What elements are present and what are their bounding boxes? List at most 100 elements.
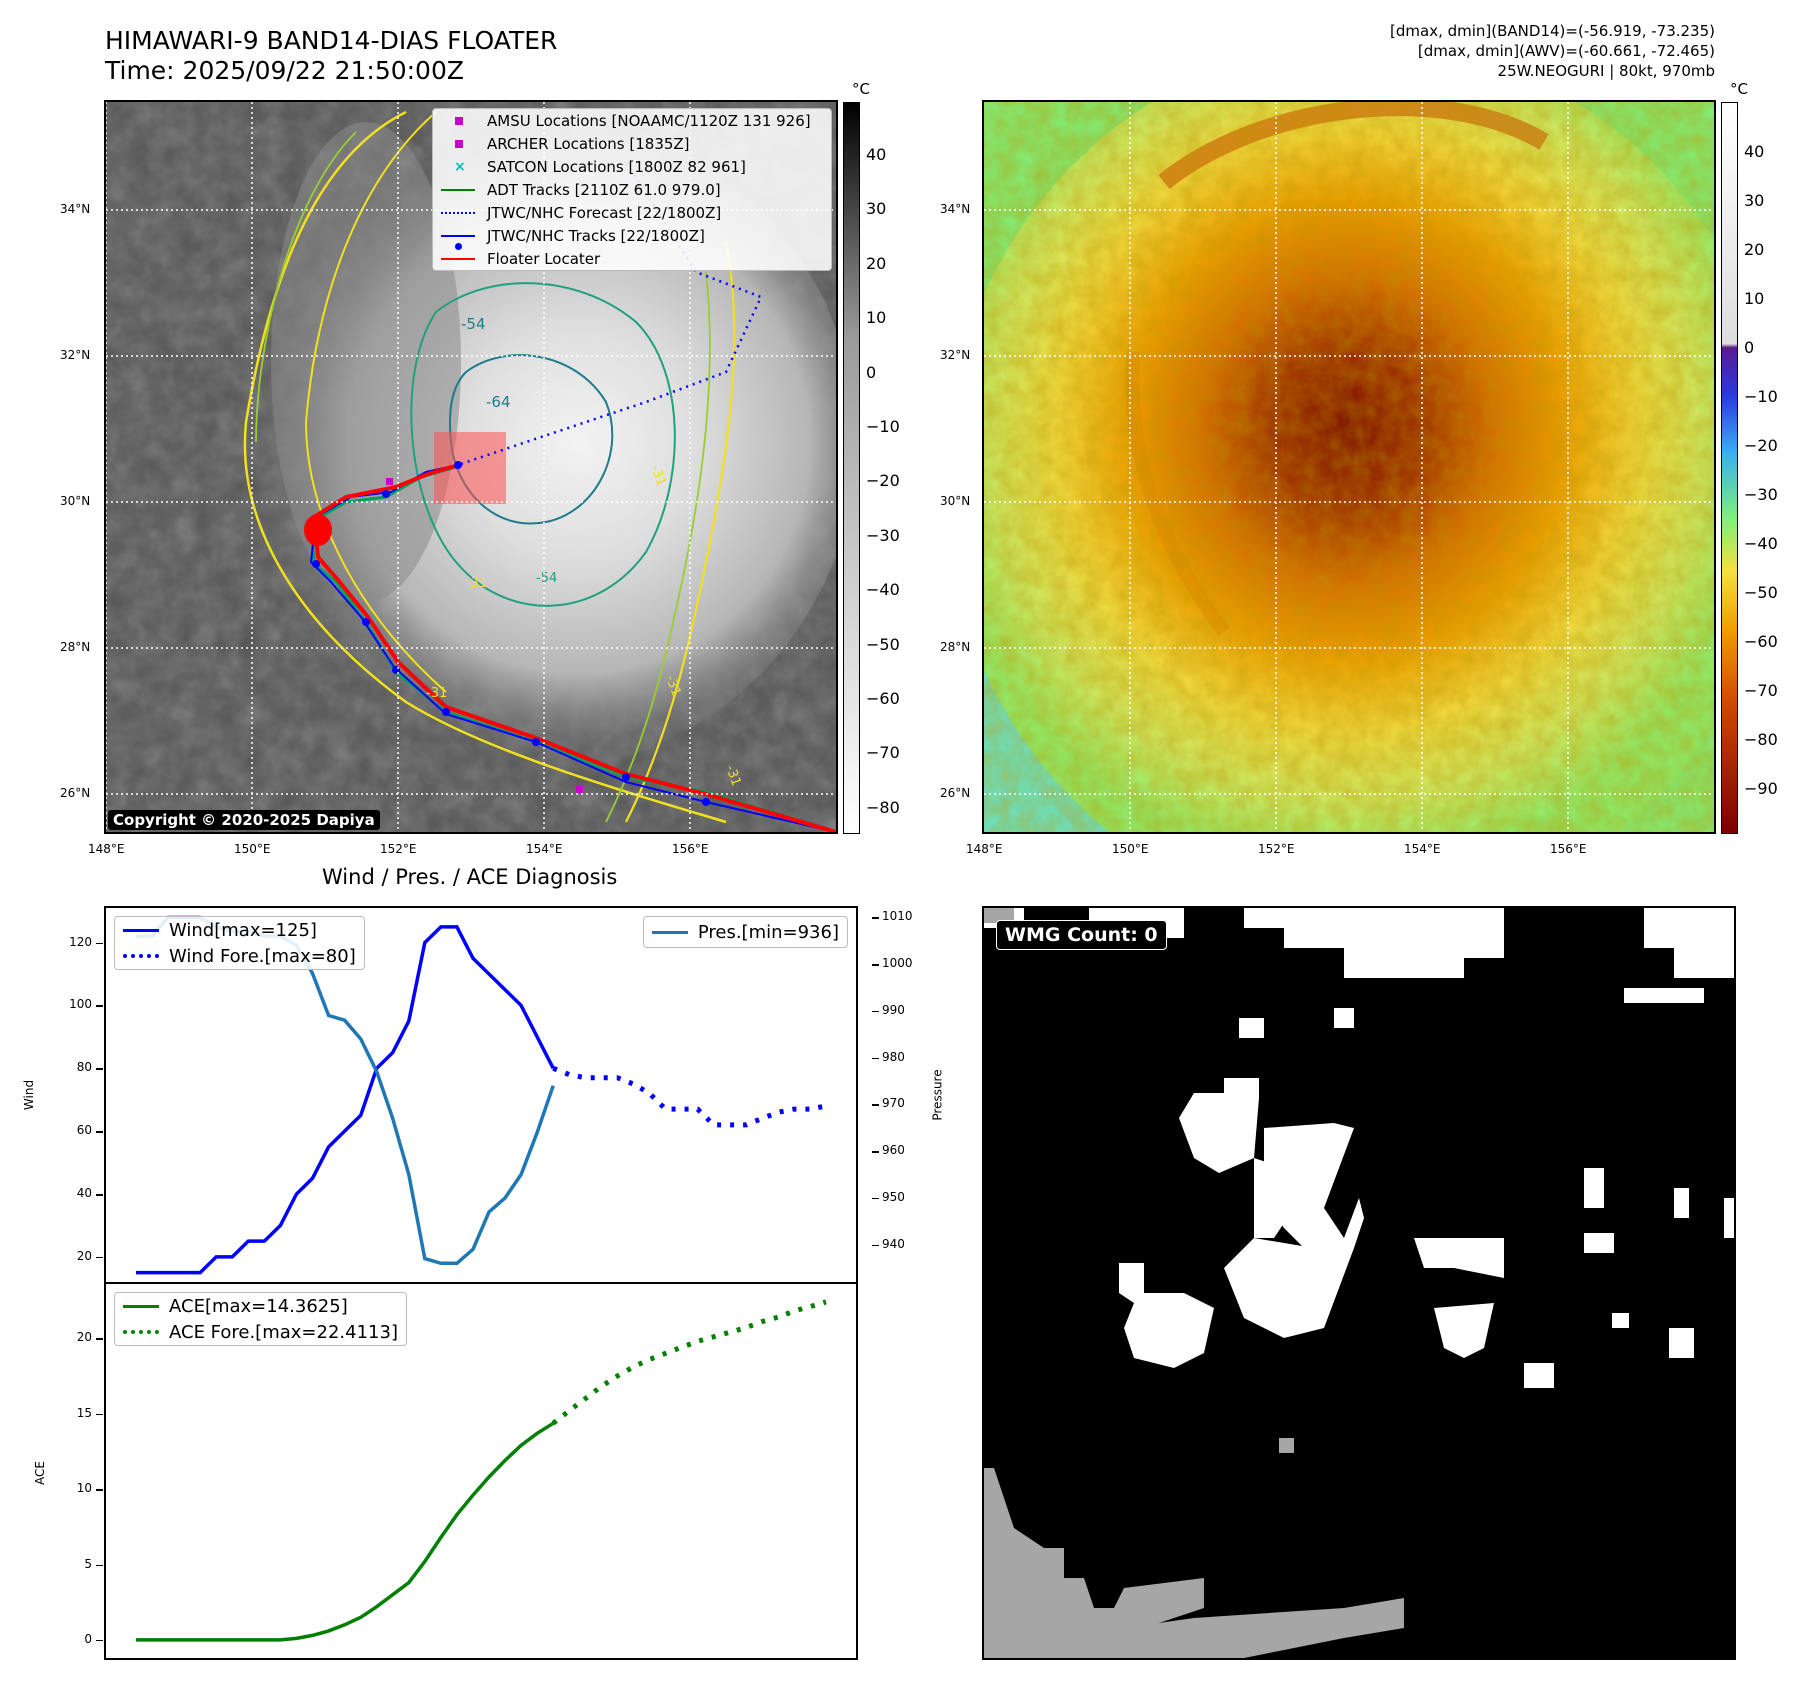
lat-label: 28°N — [940, 640, 971, 654]
info-band14: [dmax, dmin](BAND14)=(-56.919, -73.235) — [1390, 22, 1715, 40]
ace-axis-tick: 10 — [76, 1481, 92, 1496]
enhanced-map-panel — [982, 100, 1716, 834]
lon-label: 154°E — [526, 842, 563, 856]
pressure-axis-tick: 990 — [882, 1002, 905, 1017]
colorbar-unit: °C — [852, 80, 870, 98]
lat-label: 34°N — [60, 202, 91, 216]
legend-item-adt: ADT Tracks [2110Z 61.0 979.0] — [433, 178, 831, 201]
wmg-panel: WMG Count: 0 — [982, 906, 1736, 1660]
contour-label: -31 — [722, 763, 743, 788]
lat-label: 30°N — [60, 494, 91, 508]
contour-label: -31 — [426, 686, 447, 701]
colorbar-tick: −30 — [1744, 485, 1778, 504]
color-colorbar — [1721, 102, 1738, 834]
line-swatch-icon — [123, 928, 159, 932]
pressure-axis-tick: 950 — [882, 1189, 905, 1204]
lat-label: 26°N — [60, 786, 91, 800]
wind-axis-label: Wind — [22, 1079, 37, 1111]
colorbar-tick: −50 — [1744, 583, 1778, 602]
pressure-axis-tick: 970 — [882, 1096, 905, 1111]
contour-label: -64 — [486, 393, 511, 411]
ace-axis-tick: 0 — [84, 1631, 92, 1646]
lat-label: 26°N — [940, 786, 971, 800]
lon-label: 152°E — [1258, 842, 1295, 856]
wind-legend: Wind[max=125] Wind Fore.[max=80] — [114, 916, 365, 970]
colorbar-tick: −10 — [1744, 387, 1778, 406]
lon-label: 156°E — [1550, 842, 1587, 856]
pressure-axis-tick: 1000 — [882, 956, 913, 971]
wind-axis-tick: 60 — [76, 1123, 92, 1138]
colorbar-tick: 10 — [866, 308, 887, 328]
legend-item-wind-fore: Wind Fore.[max=80] — [115, 943, 364, 969]
lat-label: 34°N — [940, 202, 971, 216]
line-swatch-icon — [441, 257, 475, 260]
colorbar-tick: 0 — [1744, 338, 1755, 357]
legend-item-pressure: Pres.[min=936] — [644, 917, 847, 947]
colorbar-tick: −40 — [866, 580, 900, 600]
lat-label: 32°N — [940, 348, 971, 362]
colorbar-tick: −90 — [1744, 779, 1778, 798]
wind-pressure-chart: Wind[max=125] Wind Fore.[max=80] Pres.[m… — [104, 906, 858, 1284]
line-swatch-icon — [123, 1304, 159, 1308]
legend-item-forecast: JTWC/NHC Forecast [22/1800Z] — [433, 201, 831, 224]
pressure-axis-tick: 1010 — [882, 909, 913, 924]
colorbar-tick: 20 — [866, 253, 887, 273]
lon-label: 148°E — [88, 842, 125, 856]
ace-chart: ACE[max=14.3625] ACE Fore.[max=22.4113] — [104, 1282, 858, 1660]
colorbar-unit: °C — [1730, 80, 1748, 98]
legend-item-floater: Floater Locater — [433, 247, 831, 270]
wind-axis-tick: 100 — [69, 997, 92, 1012]
wind-axis-tick: 80 — [76, 1060, 92, 1075]
colorbar-tick: −20 — [1744, 436, 1778, 455]
square-marker-icon — [455, 139, 463, 148]
contour-label: -31 — [466, 576, 487, 591]
lon-label: 156°E — [672, 842, 709, 856]
lon-label: 148°E — [966, 842, 1003, 856]
colorbar-tick: −40 — [1744, 534, 1778, 553]
ace-legend: ACE[max=14.3625] ACE Fore.[max=22.4113] — [114, 1292, 407, 1346]
copyright-label: Copyright © 2020-2025 Dapiya — [108, 810, 380, 830]
wind-chart-title: Wind / Pres. / ACE Diagnosis — [322, 865, 618, 889]
lon-label: 152°E — [380, 842, 417, 856]
contour-label: -31 — [647, 463, 668, 488]
contour-label: -54 — [461, 315, 486, 333]
colorbar-tick: −60 — [1744, 632, 1778, 651]
wind-series-line — [136, 925, 555, 1275]
map-legend: AMSU Locations [NOAAMC/1120Z 131 926] AR… — [432, 108, 832, 271]
dotted-line-swatch-icon — [123, 954, 159, 958]
ace-axis-label: ACE — [32, 1461, 47, 1485]
legend-item-tracks: JTWC/NHC Tracks [22/1800Z] — [433, 224, 831, 250]
ace-forecast-series-line — [551, 1299, 827, 1426]
wmg-mask-image — [984, 908, 1734, 1658]
legend-item-satcon: × SATCON Locations [1800Z 82 961] — [454, 157, 746, 176]
contour-label: -54 — [536, 571, 557, 586]
pressure-axis-tick: 960 — [882, 1143, 905, 1158]
ace-axis-tick: 5 — [84, 1556, 92, 1571]
pressure-axis-tick: 940 — [882, 1236, 905, 1251]
chart-title: HIMAWARI-9 BAND14-DIAS FLOATER — [105, 26, 558, 55]
pressure-axis-tick: 980 — [882, 1049, 905, 1064]
colorbar-tick: 30 — [1744, 191, 1765, 210]
ace-plot — [136, 1299, 827, 1642]
colorbar-tick: −80 — [866, 797, 900, 817]
wind-axis-tick: 40 — [76, 1186, 92, 1200]
colorbar-tick: 30 — [866, 199, 887, 219]
colorbar-tick: −10 — [866, 417, 900, 436]
line-dot-swatch-icon — [441, 234, 475, 237]
ace-axis-tick: 20 — [76, 1330, 92, 1345]
lon-label: 154°E — [1404, 842, 1441, 856]
info-awv: [dmax, dmin](AWV)=(-60.661, -72.465) — [1417, 42, 1715, 60]
x-marker-icon: × — [454, 158, 466, 175]
enhanced-map-image — [984, 102, 1714, 832]
dotted-line-swatch-icon — [123, 1330, 159, 1334]
contour-label: -31 — [662, 673, 683, 698]
legend-item-ace-fore: ACE Fore.[max=22.4113] — [115, 1319, 406, 1345]
colorbar-tick: −70 — [1744, 681, 1778, 700]
info-storm: 25W.NEOGURI | 80kt, 970mb — [1497, 62, 1715, 80]
colorbar-tick: −60 — [866, 689, 900, 708]
chart-time: Time: 2025/09/22 21:50:00Z — [105, 56, 464, 85]
ace-axis-tick: 15 — [76, 1405, 92, 1420]
gray-colorbar — [843, 102, 860, 834]
colorbar-tick: −70 — [866, 743, 900, 763]
wind-forecast-series-line — [552, 1065, 827, 1128]
